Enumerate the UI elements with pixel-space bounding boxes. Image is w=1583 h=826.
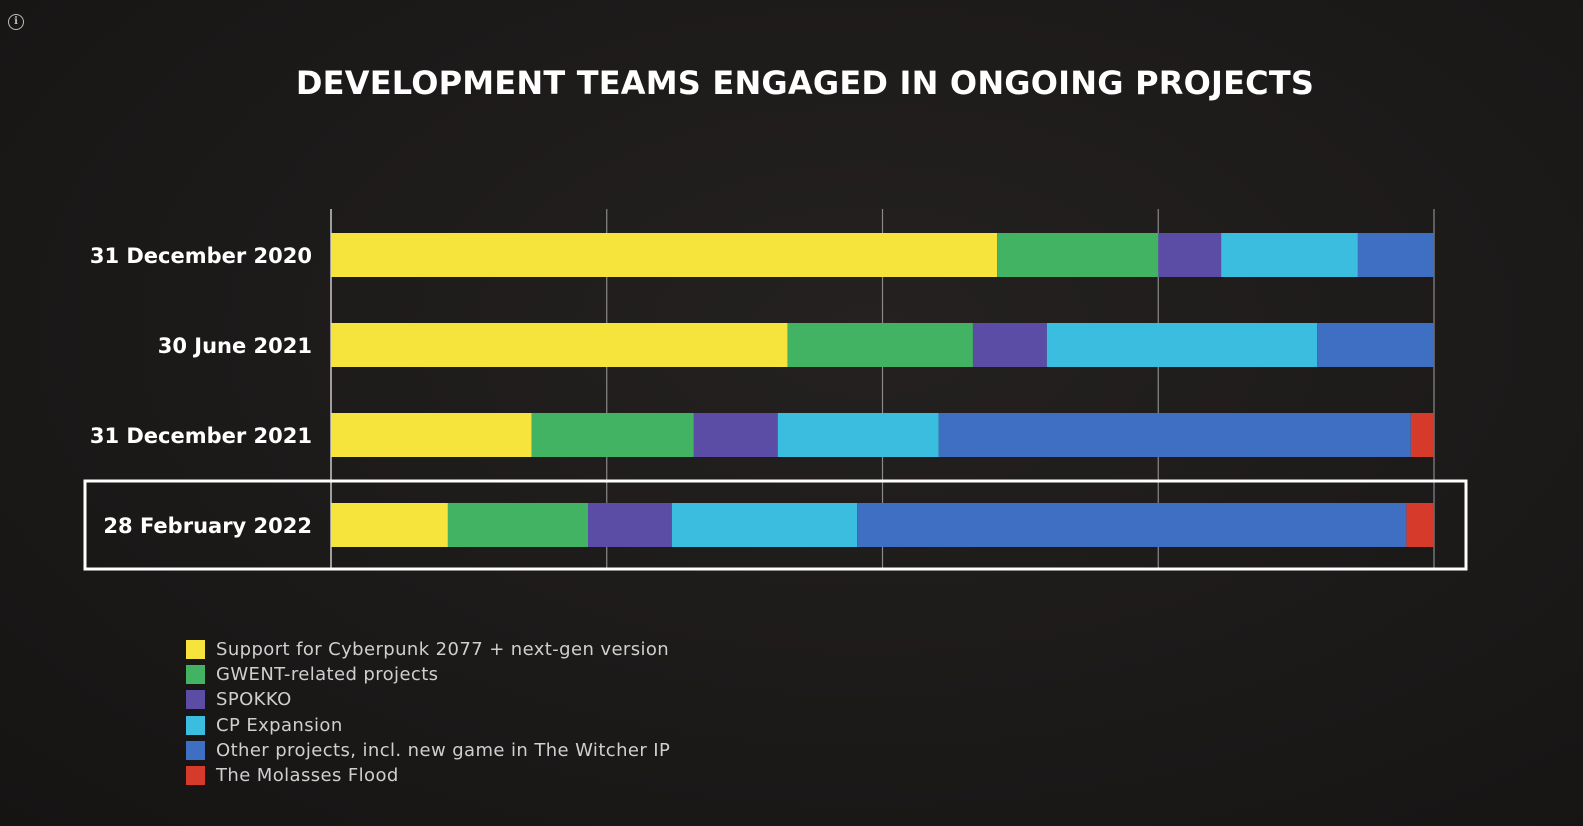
bar-segment bbox=[531, 413, 694, 457]
bar-segment bbox=[1221, 233, 1358, 277]
legend-label: Other projects, incl. new game in The Wi… bbox=[216, 739, 671, 761]
chart-bars bbox=[331, 233, 1434, 547]
legend-label: GWENT-related projects bbox=[216, 664, 439, 686]
category-labels: 31 December 2020 30 June 2021 31 December … bbox=[90, 244, 312, 538]
category-label: 28 February 2022 bbox=[103, 514, 312, 538]
chart-title: DEVELOPMENT TEAMS ENGAGED IN ONGOING PRO… bbox=[295, 64, 1315, 102]
legend-label: CP Expansion bbox=[216, 714, 343, 736]
bar-segment bbox=[997, 233, 1159, 277]
legend-swatch bbox=[186, 740, 205, 760]
legend-swatch bbox=[186, 690, 205, 710]
legend-swatch bbox=[186, 766, 205, 786]
bar-segment bbox=[1317, 323, 1434, 367]
legend-item: Other projects, incl. new game in The Wi… bbox=[186, 738, 670, 763]
bar-segment bbox=[447, 503, 588, 547]
bar-segment bbox=[972, 323, 1047, 367]
bar-segment bbox=[787, 323, 973, 367]
legend-item: The Molasses Flood bbox=[186, 763, 670, 788]
bar-segment bbox=[857, 503, 1407, 547]
chart-legend: Support for Cyberpunk 2077 + next-gen ve… bbox=[186, 637, 670, 788]
bar-segment bbox=[587, 503, 672, 547]
bar-segment bbox=[331, 233, 998, 277]
info-icon[interactable]: i bbox=[8, 14, 24, 30]
bar-segment bbox=[671, 503, 858, 547]
category-label: 31 December 2020 bbox=[90, 244, 312, 268]
highlight-rect bbox=[83, 479, 1468, 571]
legend-item: CP Expansion bbox=[186, 713, 670, 738]
bar-segment bbox=[1158, 233, 1222, 277]
bar-segment bbox=[1357, 233, 1434, 277]
bar-segment bbox=[331, 323, 788, 367]
legend-item: Support for Cyberpunk 2077 + next-gen ve… bbox=[186, 637, 670, 662]
bar-segment bbox=[1046, 323, 1318, 367]
legend-label: The Molasses Flood bbox=[216, 765, 399, 787]
legend-item: GWENT-related projects bbox=[186, 662, 670, 687]
legend-item: SPOKKO bbox=[186, 687, 670, 712]
highlight-box bbox=[83, 479, 1468, 571]
bar-segment bbox=[1406, 503, 1434, 547]
bar-segment bbox=[938, 413, 1411, 457]
category-label: 30 June 2021 bbox=[158, 334, 312, 358]
legend-label: SPOKKO bbox=[216, 689, 292, 711]
bar-segment bbox=[331, 503, 448, 547]
bar-segment bbox=[693, 413, 778, 457]
bar-segment bbox=[777, 413, 939, 457]
category-label: 31 December 2021 bbox=[90, 424, 312, 448]
legend-swatch bbox=[186, 640, 205, 660]
legend-label: Support for Cyberpunk 2077 + next-gen ve… bbox=[216, 639, 670, 661]
bar-segment bbox=[331, 413, 532, 457]
legend-swatch bbox=[186, 665, 205, 685]
bar-segment bbox=[1410, 413, 1434, 457]
legend-swatch bbox=[186, 715, 205, 735]
